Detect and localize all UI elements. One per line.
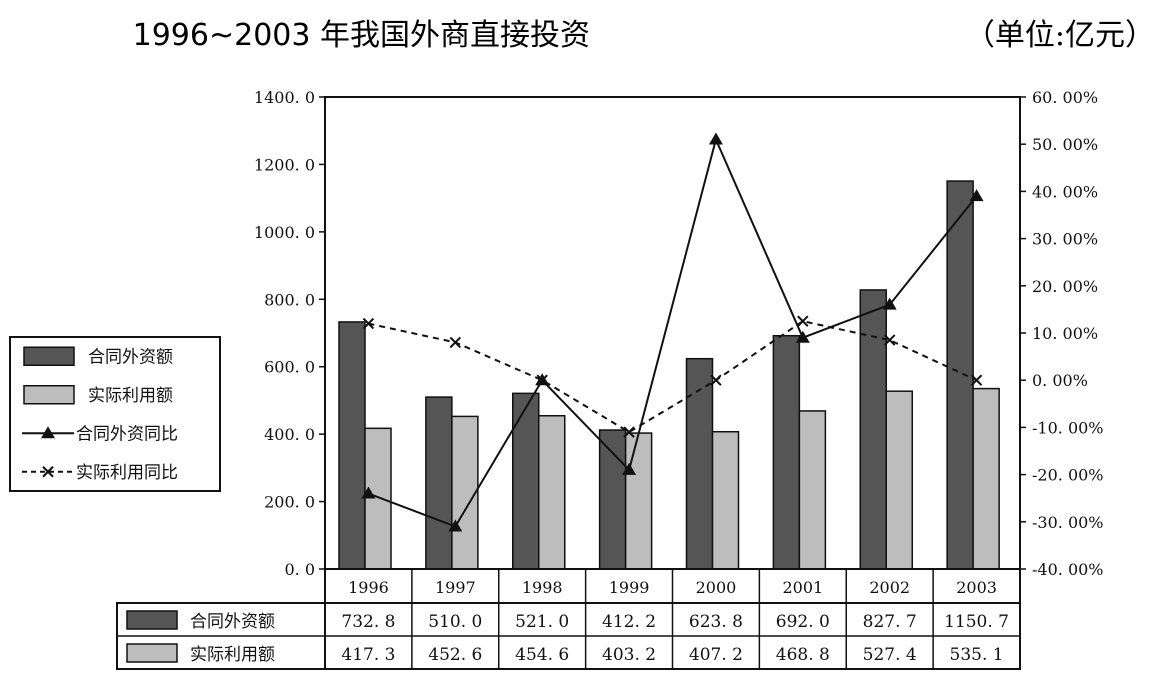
left-tick-label: 1200. 0 xyxy=(254,155,315,174)
bar-actual-1996 xyxy=(364,427,392,570)
table-swatch xyxy=(126,643,178,663)
x-tick-label: 2003 xyxy=(956,578,997,597)
bar-actual-2001 xyxy=(798,410,827,570)
data-label: 535. 1 xyxy=(950,645,1004,665)
bar-contract-2001 xyxy=(772,334,801,570)
left-tick-label: 0. 0 xyxy=(284,560,315,579)
data-label: 692. 0 xyxy=(776,612,830,632)
left-tick-label: 200. 0 xyxy=(264,493,315,512)
left-tick-label: 1400. 0 xyxy=(254,88,315,107)
line-contract-yoy xyxy=(368,136,978,528)
legend-label: 实际利用额 xyxy=(88,386,173,406)
legend-label: 合同外资额 xyxy=(88,347,173,367)
data-label: 521. 0 xyxy=(515,612,569,632)
bar-contract-2003 xyxy=(946,180,974,570)
bar-actual-1999 xyxy=(624,432,653,570)
point-actual-yoy-1998 xyxy=(536,374,548,386)
legend-entry: 合同外资同比 xyxy=(22,424,178,444)
data-label: 623. 8 xyxy=(689,612,743,632)
left-tick-label: 400. 0 xyxy=(264,425,315,444)
data-label: 417. 3 xyxy=(341,645,395,665)
x-tick-label: 1998 xyxy=(522,578,563,597)
bar-actual-2000 xyxy=(711,430,740,570)
data-label: 1150. 7 xyxy=(944,612,1009,632)
table-row-label: 合同外资额 xyxy=(190,612,275,632)
right-tick-label: -30. 00% xyxy=(1032,513,1104,532)
legend-entry: 合同外资额 xyxy=(23,346,173,367)
bar-contract-2002 xyxy=(859,289,887,570)
point-actual-yoy-2001 xyxy=(797,315,809,327)
data-label: 510. 0 xyxy=(428,612,482,632)
table-swatch xyxy=(126,610,178,630)
bar-contract-1999 xyxy=(598,429,627,570)
point-contract-yoy-2001 xyxy=(795,330,810,343)
legend-entry: 实际利用同比 xyxy=(22,463,178,483)
data-label: 527. 4 xyxy=(863,645,917,665)
table-row-label: 实际利用额 xyxy=(190,645,275,665)
point-actual-yoy-1999 xyxy=(623,426,635,438)
line-actual-yoy xyxy=(368,320,978,434)
bar-contract-1997 xyxy=(425,396,453,570)
left-tick-label: 800. 0 xyxy=(264,290,315,309)
x-tick-label: 2000 xyxy=(696,578,737,597)
x-tick-label: 1997 xyxy=(435,578,476,597)
point-contract-yoy-2003 xyxy=(969,189,984,202)
point-contract-yoy-1996 xyxy=(361,486,376,499)
bar-contract-1996 xyxy=(338,321,366,570)
right-tick-label: 10. 00% xyxy=(1032,324,1098,343)
point-actual-yoy-1997 xyxy=(449,336,462,349)
left-tick-label: 600. 0 xyxy=(264,358,315,377)
data-label: 452. 6 xyxy=(428,645,482,665)
x-tick-label: 2001 xyxy=(782,578,823,597)
legend-label: 实际利用同比 xyxy=(76,463,178,483)
bar-actual-2002 xyxy=(885,390,913,570)
x-tick-label: 2002 xyxy=(869,578,910,597)
point-contract-yoy-2000 xyxy=(708,132,723,145)
data-label: 454. 6 xyxy=(515,645,569,665)
right-tick-label: 20. 00% xyxy=(1032,277,1098,296)
data-label: 412. 2 xyxy=(602,612,656,632)
right-tick-label: 0. 00% xyxy=(1032,371,1088,390)
point-actual-yoy-2003 xyxy=(970,374,983,386)
right-tick-label: 30. 00% xyxy=(1032,230,1098,249)
bar-contract-1998 xyxy=(512,392,540,570)
bar-actual-2003 xyxy=(972,387,1000,570)
data-label: 407. 2 xyxy=(689,645,743,665)
data-label: 403. 2 xyxy=(602,645,656,665)
x-tick-label: 1999 xyxy=(609,578,650,597)
point-actual-yoy-2000 xyxy=(710,374,722,386)
point-contract-yoy-1997 xyxy=(448,519,463,532)
right-tick-label: -40. 00% xyxy=(1032,560,1104,579)
bar-contract-2000 xyxy=(685,357,714,570)
right-tick-label: 40. 00% xyxy=(1032,182,1098,201)
left-tick-label: 1000. 0 xyxy=(254,223,315,242)
x-tick-label: 1996 xyxy=(348,578,389,597)
data-label: 468. 8 xyxy=(776,645,830,665)
chart-title: 1996~2003 年我国外商直接投资 xyxy=(133,18,590,53)
legend-label: 合同外资同比 xyxy=(76,424,178,444)
legend-entry: 实际利用额 xyxy=(23,385,173,406)
right-tick-label: -10. 00% xyxy=(1032,418,1104,437)
point-contract-yoy-1999 xyxy=(622,462,637,475)
right-tick-label: 60. 00% xyxy=(1032,88,1098,107)
right-tick-label: 50. 00% xyxy=(1032,135,1098,154)
chart-unit: （单位:亿元） xyxy=(965,18,1155,53)
bar-actual-1998 xyxy=(538,414,566,570)
bar-actual-1997 xyxy=(451,415,479,570)
point-contract-yoy-2002 xyxy=(882,297,897,310)
point-actual-yoy-2002 xyxy=(883,334,896,346)
data-label: 732. 8 xyxy=(341,612,395,632)
right-tick-label: -20. 00% xyxy=(1032,466,1104,485)
point-actual-yoy-1996 xyxy=(362,317,375,330)
data-label: 827. 7 xyxy=(863,612,917,632)
